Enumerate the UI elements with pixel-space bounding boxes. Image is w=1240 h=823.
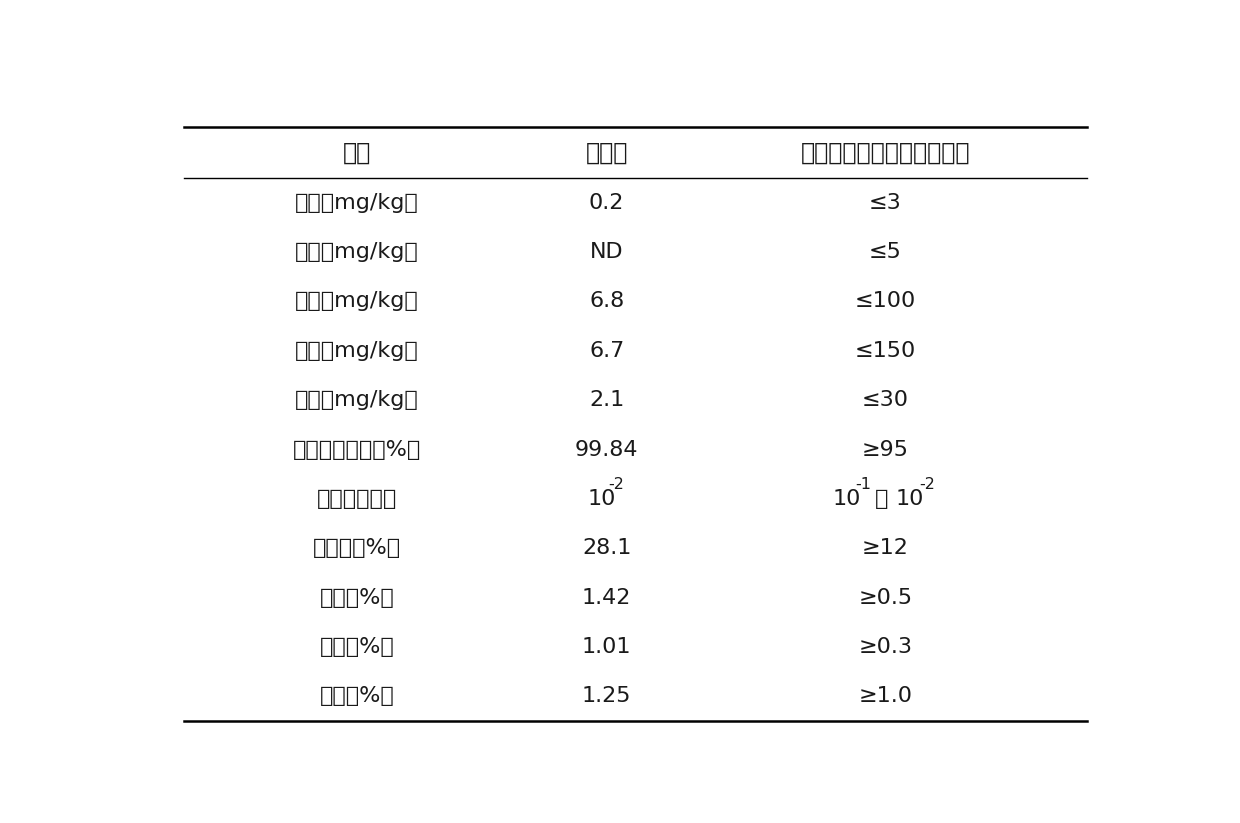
Text: 总氮（%）: 总氮（%） bbox=[320, 588, 394, 607]
Text: 1.01: 1.01 bbox=[582, 637, 631, 657]
Text: 总磷（%）: 总磷（%） bbox=[320, 637, 394, 657]
Text: 总镉（mg/kg）: 总镉（mg/kg） bbox=[295, 193, 419, 212]
Text: 1.42: 1.42 bbox=[582, 588, 631, 607]
Text: 标准值（农作物堆肥标准）: 标准值（农作物堆肥标准） bbox=[801, 141, 970, 165]
Text: ≥12: ≥12 bbox=[862, 538, 909, 558]
Text: -2: -2 bbox=[919, 477, 935, 492]
Text: ND: ND bbox=[590, 242, 624, 262]
Text: 6.8: 6.8 bbox=[589, 291, 624, 311]
Text: 10: 10 bbox=[588, 489, 616, 509]
Text: -1: -1 bbox=[856, 477, 872, 492]
Text: 指标: 指标 bbox=[342, 141, 371, 165]
Text: ≤100: ≤100 bbox=[854, 291, 916, 311]
Text: 总汞（mg/kg）: 总汞（mg/kg） bbox=[295, 242, 419, 262]
Text: 2.1: 2.1 bbox=[589, 390, 624, 410]
Text: ≥1.0: ≥1.0 bbox=[858, 686, 913, 706]
Text: 总铬（mg/kg）: 总铬（mg/kg） bbox=[295, 341, 419, 360]
Text: 检测值: 检测值 bbox=[585, 141, 627, 165]
Text: ～: ～ bbox=[874, 489, 888, 509]
Text: 粪大肠杆菌值: 粪大肠杆菌值 bbox=[316, 489, 397, 509]
Text: 99.84: 99.84 bbox=[575, 439, 639, 459]
Text: ≤5: ≤5 bbox=[869, 242, 901, 262]
Text: -2: -2 bbox=[609, 477, 625, 492]
Text: 0.2: 0.2 bbox=[589, 193, 625, 212]
Text: ≤30: ≤30 bbox=[862, 390, 909, 410]
Text: 1.25: 1.25 bbox=[582, 686, 631, 706]
Text: ≥0.5: ≥0.5 bbox=[858, 588, 913, 607]
Text: 6.7: 6.7 bbox=[589, 341, 624, 360]
Text: 总铅（mg/kg）: 总铅（mg/kg） bbox=[295, 291, 419, 311]
Text: 有机质（%）: 有机质（%） bbox=[312, 538, 401, 558]
Text: 28.1: 28.1 bbox=[582, 538, 631, 558]
Text: ≥95: ≥95 bbox=[862, 439, 909, 459]
Text: 10: 10 bbox=[832, 489, 861, 509]
Text: 蛔虫卵死亡率（%）: 蛔虫卵死亡率（%） bbox=[293, 439, 420, 459]
Text: ≤150: ≤150 bbox=[854, 341, 916, 360]
Text: ≥0.3: ≥0.3 bbox=[858, 637, 913, 657]
Text: 总砷（mg/kg）: 总砷（mg/kg） bbox=[295, 390, 419, 410]
Text: 总钾（%）: 总钾（%） bbox=[320, 686, 394, 706]
Text: 10: 10 bbox=[897, 489, 924, 509]
Text: ≤3: ≤3 bbox=[869, 193, 901, 212]
